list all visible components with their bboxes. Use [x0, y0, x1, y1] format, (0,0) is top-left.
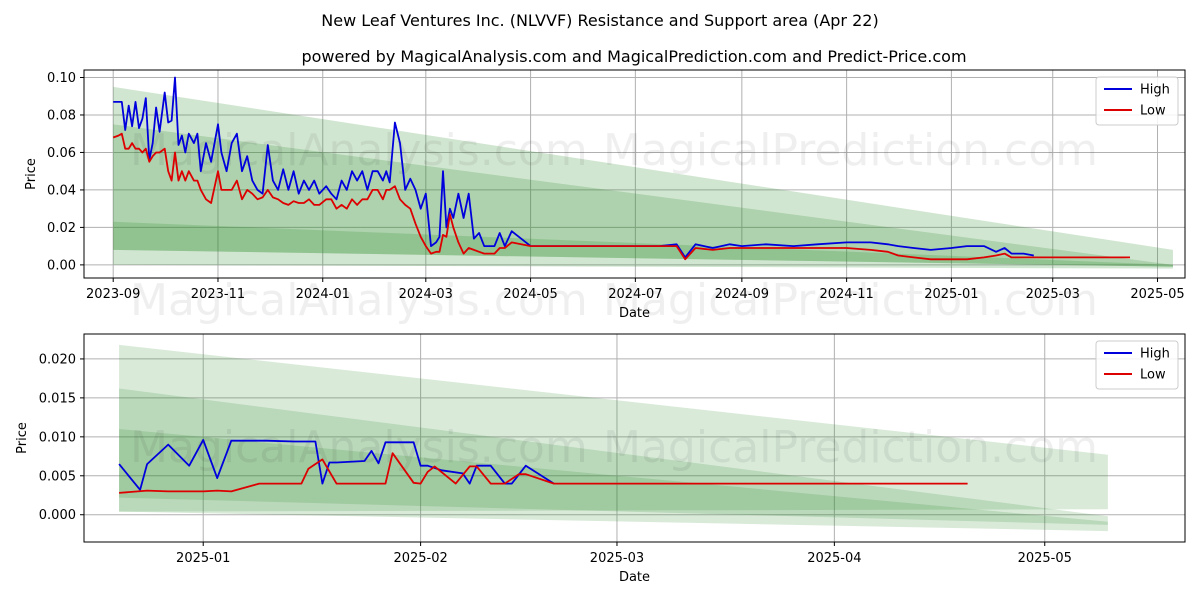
legend-label-low: Low: [1140, 368, 1166, 383]
legend: High Low: [1095, 340, 1179, 390]
x-tick-label: 2024-03: [399, 287, 453, 302]
x-tick-label: 2025-05: [1018, 551, 1072, 566]
y-tick-label: 0.08: [47, 108, 76, 123]
y-tick-label: 0.020: [39, 352, 76, 367]
x-tick-label: 2025-02: [393, 551, 447, 566]
top-chart: MagicalAnalysis.com MagicalPrediction.com…: [24, 69, 1186, 326]
y-tick-label: 0.04: [47, 183, 76, 198]
band-group: [119, 344, 1108, 532]
x-tick-label: 2025-01: [176, 551, 230, 566]
x-tick-label: 2025-04: [807, 551, 861, 566]
y-tick-label: 0.010: [39, 430, 76, 445]
band-group: [113, 86, 1173, 269]
plot-frame: [83, 69, 1186, 279]
support-band-3: [119, 429, 1108, 525]
x-tick-label: 2024-07: [608, 287, 662, 302]
y-tick-label: 0.02: [47, 221, 76, 236]
watermark: MagicalAnalysis.com: [130, 125, 588, 176]
support-band-1: [113, 86, 1173, 269]
x-tick-label: 2024-01: [296, 287, 350, 302]
legend: High Low: [1095, 76, 1179, 126]
series-line-low: [112, 132, 1130, 261]
y-tick-label: 0.00: [47, 258, 76, 273]
support-band-3: [113, 221, 1173, 267]
series-line-high: [113, 76, 1034, 259]
x-tick-label: 2024-05: [503, 287, 557, 302]
x-axis-label: Date: [619, 306, 650, 321]
series-line-low: [119, 452, 968, 494]
watermark: MagicalAnalysis.com: [130, 275, 588, 326]
y-axis-label: Price: [24, 158, 39, 190]
x-tick-label: 2023-09: [86, 287, 140, 302]
x-tick-label: 2025-01: [924, 287, 978, 302]
legend-label-high: High: [1140, 347, 1170, 362]
x-tick-label: 2025-05: [1130, 287, 1184, 302]
plot-frame: [83, 333, 1186, 543]
legend-label-low: Low: [1140, 104, 1166, 119]
series-line-high: [118, 439, 555, 491]
y-tick-label: 0.000: [39, 508, 76, 523]
x-tick-label: 2025-03: [1026, 287, 1080, 302]
support-band-2: [119, 388, 1108, 532]
x-tick-label: 2024-09: [715, 287, 769, 302]
bottom-chart: MagicalAnalysis.com MagicalPrediction.com…: [15, 333, 1186, 585]
y-tick-label: 0.005: [39, 469, 76, 484]
support-band-2: [113, 124, 1173, 267]
y-tick-label: 0.06: [47, 146, 76, 161]
x-axis-label: Date: [619, 570, 650, 585]
chart-subtitle: powered by MagicalAnalysis.com and Magic…: [301, 47, 966, 66]
watermark: MagicalPrediction.com: [603, 125, 1098, 176]
y-axis-label: Price: [15, 422, 30, 454]
y-tick-label: 0.10: [47, 71, 76, 86]
y-tick-label: 0.015: [39, 391, 76, 406]
legend-label-high: High: [1140, 83, 1170, 98]
x-tick-label: 2024-11: [819, 287, 873, 302]
support-band-1: [119, 344, 1108, 512]
chart-title: New Leaf Ventures Inc. (NLVVF) Resistanc…: [321, 11, 878, 30]
watermark: MagicalPrediction.com: [603, 422, 1098, 473]
watermark: MagicalPrediction.com: [603, 275, 1098, 326]
x-tick-label: 2023-11: [191, 287, 245, 302]
x-tick-label: 2025-03: [590, 551, 644, 566]
